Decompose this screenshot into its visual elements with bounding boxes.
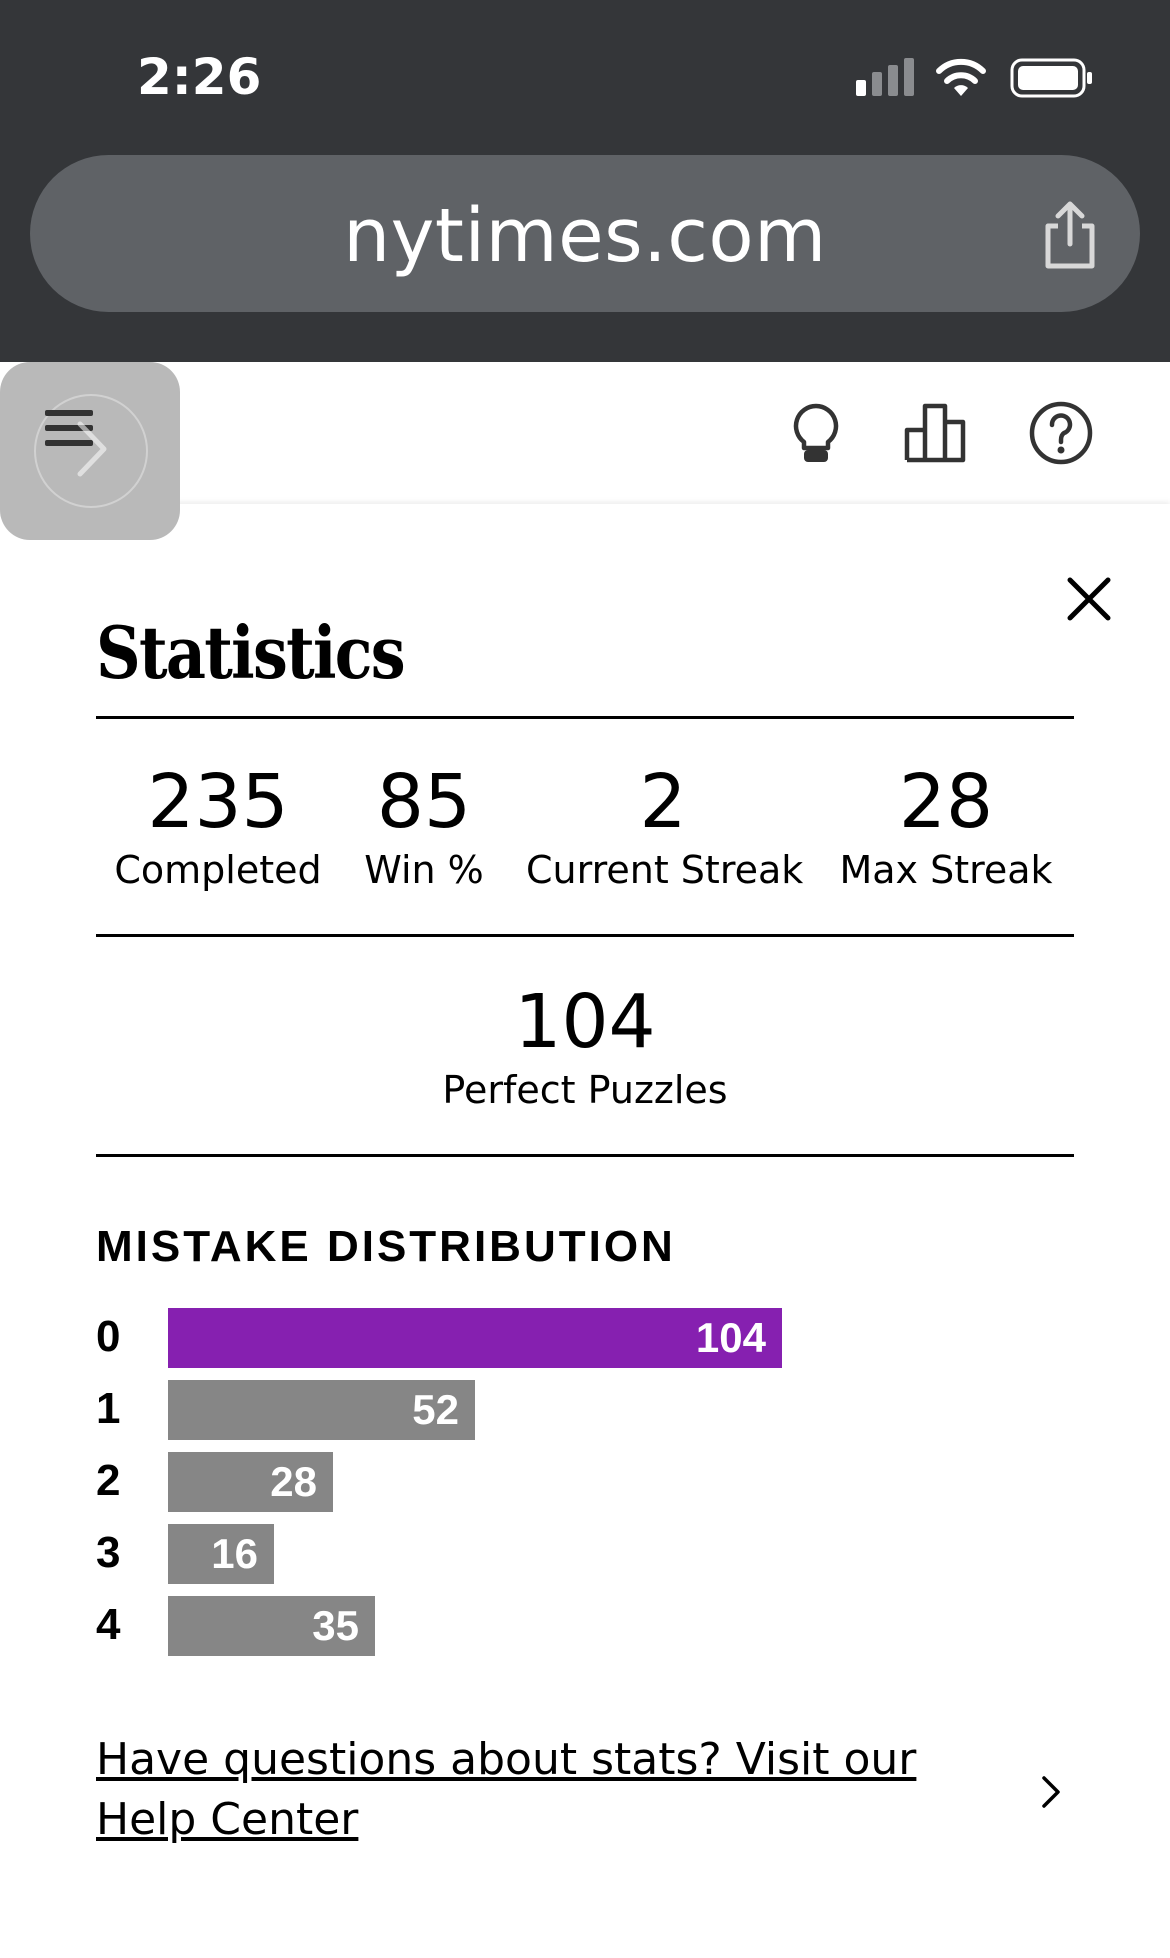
url-text: nytimes.com — [343, 193, 827, 279]
stat-perfect-puzzles: 104 Perfect Puzzles — [385, 982, 785, 1112]
distribution-bar: 104 — [168, 1308, 782, 1368]
stat-completed: 235 Completed — [112, 762, 324, 892]
divider — [96, 716, 1074, 719]
overlay-circle — [34, 394, 148, 508]
help-icon[interactable] — [1028, 400, 1094, 466]
stat-value: 104 — [514, 979, 656, 1065]
stat-value: 28 — [898, 759, 994, 845]
stat-label: Max Streak — [839, 848, 1053, 892]
stat-value: 2 — [639, 759, 687, 845]
browser-chrome: 2:26 nytimes.com — [0, 0, 1170, 362]
hint-bulb-icon[interactable] — [783, 400, 849, 466]
battery-icon — [1010, 58, 1092, 98]
mistake-count-label: 0 — [96, 1312, 121, 1361]
distribution-bar: 35 — [168, 1596, 375, 1656]
distribution-bar: 28 — [168, 1452, 333, 1512]
mistake-count-label: 1 — [96, 1384, 121, 1433]
menu-button[interactable] — [0, 362, 180, 540]
divider — [96, 934, 1074, 937]
wifi-icon — [936, 58, 986, 96]
stat-value: 85 — [376, 759, 472, 845]
stat-max-streak: 28 Max Streak — [836, 762, 1056, 892]
forward-chevron-icon[interactable] — [58, 414, 118, 484]
stat-label: Current Streak — [526, 848, 804, 892]
stat-label: Win % — [364, 848, 484, 892]
mistake-count-label: 2 — [96, 1456, 121, 1505]
close-icon[interactable] — [1062, 572, 1116, 626]
mistake-count-label: 4 — [96, 1600, 121, 1649]
distribution-title: MISTAKE DISTRIBUTION — [96, 1222, 676, 1271]
stat-win-percent: 85 Win % — [354, 762, 494, 892]
chevron-right-icon[interactable] — [1040, 1772, 1064, 1812]
help-center-link[interactable]: Have questions about stats? Visit our He… — [96, 1734, 917, 1845]
divider — [96, 1154, 1074, 1157]
stat-current-streak: 2 Current Streak — [526, 759, 804, 892]
stat-label: Perfect Puzzles — [442, 1068, 728, 1112]
stat-label: Completed — [114, 848, 322, 892]
status-time: 2:26 — [137, 48, 262, 106]
mistake-count-label: 3 — [96, 1528, 121, 1577]
distribution-bar: 16 — [168, 1524, 274, 1584]
stats-icon[interactable] — [903, 400, 969, 466]
address-bar[interactable]: nytimes.com — [30, 155, 1140, 312]
stat-value: 235 — [147, 759, 289, 845]
distribution-bar: 52 — [168, 1380, 475, 1440]
modal-title: Statistics — [96, 610, 406, 695]
game-header — [0, 362, 1170, 504]
cellular-signal-icon — [856, 58, 914, 96]
menu-icon — [45, 410, 93, 450]
share-icon[interactable] — [1038, 200, 1102, 270]
statistics-modal — [0, 504, 1170, 1958]
